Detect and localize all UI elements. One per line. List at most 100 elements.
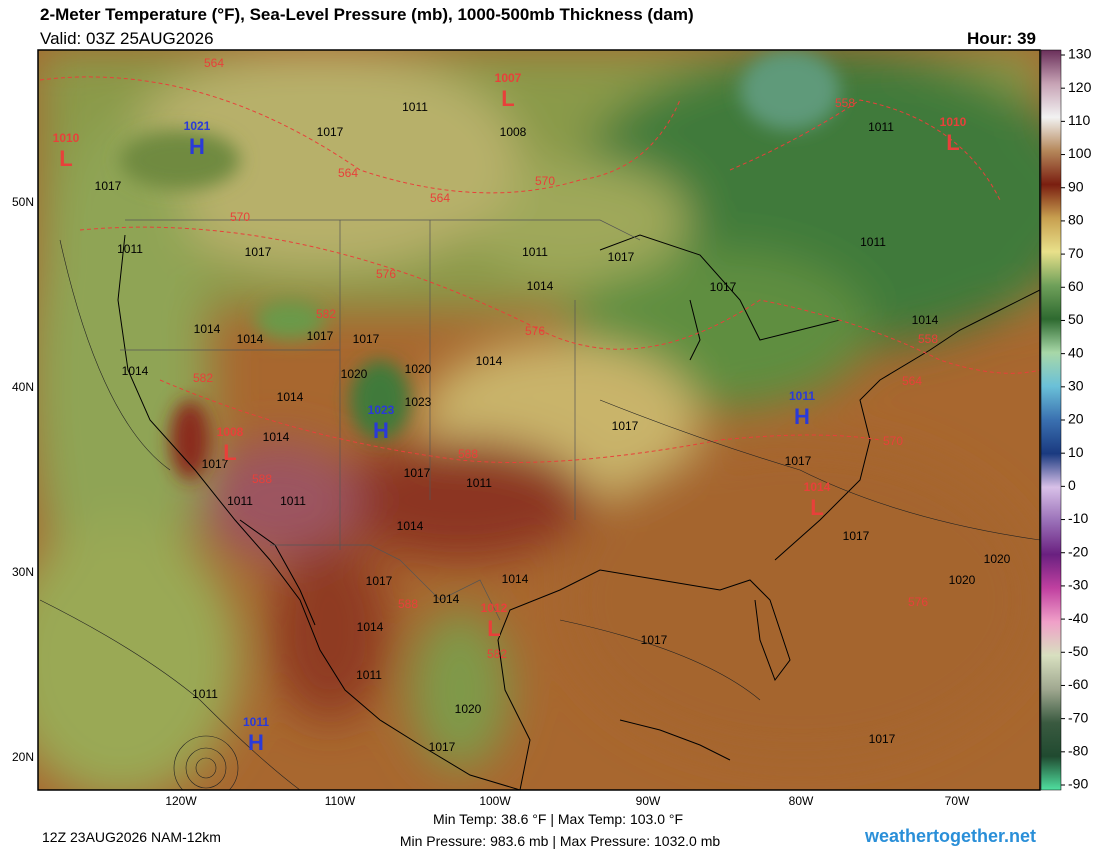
colorbar-tick-label: 30 bbox=[1068, 378, 1084, 394]
isobar-label: 1014 bbox=[502, 572, 529, 586]
colorbar-tick-label: -20 bbox=[1068, 543, 1088, 559]
thickness-label: 582 bbox=[316, 307, 336, 321]
colorbar-tick-label: 60 bbox=[1068, 278, 1084, 294]
isobar-label: 1014 bbox=[237, 332, 264, 346]
isobar-label: 1017 bbox=[843, 529, 870, 543]
thickness-label: 564 bbox=[430, 191, 450, 205]
isobar-label: 1011 bbox=[860, 235, 886, 249]
isobar-label: 1011 bbox=[356, 668, 382, 682]
thickness-label: 570 bbox=[535, 174, 555, 188]
pressure-center-value: 1023 bbox=[368, 403, 395, 417]
thickness-label: 564 bbox=[338, 166, 358, 180]
isobar-label: 1014 bbox=[912, 313, 939, 327]
isobar-label: 1017 bbox=[612, 419, 639, 433]
pressure-center-symbol: L bbox=[487, 616, 500, 641]
temperature-field bbox=[38, 50, 1040, 790]
pressure-center-symbol: H bbox=[189, 134, 205, 159]
pressure-center-value: 1008 bbox=[217, 425, 244, 439]
thickness-label: 564 bbox=[204, 56, 224, 70]
isobar-label: 1020 bbox=[455, 702, 482, 716]
thickness-label: 570 bbox=[230, 210, 250, 224]
longitude-label: 90W bbox=[636, 794, 661, 808]
isobar-label: 1017 bbox=[785, 454, 812, 468]
isobar-label: 1014 bbox=[263, 430, 290, 444]
isobar-label: 1014 bbox=[277, 390, 304, 404]
isobar-label: 1017 bbox=[307, 329, 334, 343]
colorbar-tick-label: -40 bbox=[1068, 610, 1088, 626]
thickness-contours bbox=[39, 76, 1040, 463]
isobar-label: 1023 bbox=[405, 395, 432, 409]
pressure-center-symbol: L bbox=[223, 440, 236, 465]
pressure-center-symbol: L bbox=[501, 86, 514, 111]
borders bbox=[120, 219, 641, 621]
pressure-stats: Min Pressure: 983.6 mb | Max Pressure: 1… bbox=[400, 833, 721, 849]
forecast-hour: Hour: 39 bbox=[967, 29, 1036, 48]
isobar-label: 1011 bbox=[466, 476, 492, 490]
isobar-label: 1011 bbox=[280, 494, 306, 508]
colorbar-tick-label: -90 bbox=[1068, 776, 1088, 792]
thickness-label: 582 bbox=[193, 371, 213, 385]
thickness-label: 588 bbox=[398, 597, 418, 611]
map-area: 564 564 564 570 570 576 582 576 582 558 558 564 570 5… bbox=[38, 50, 1040, 790]
isobar-label: 1008 bbox=[500, 125, 527, 139]
isobar-label: 1014 bbox=[357, 620, 384, 634]
colorbar-tick-label: 110 bbox=[1068, 112, 1091, 128]
colorbar-tick-label: 120 bbox=[1068, 79, 1092, 95]
isobar-label: 1014 bbox=[527, 279, 554, 293]
colorbar-tick-label: 0 bbox=[1068, 477, 1076, 493]
isobar-label: 1017 bbox=[869, 732, 896, 746]
isobar-label: 1011 bbox=[402, 100, 428, 114]
colorbar-tick-label: 40 bbox=[1068, 344, 1084, 360]
site-name[interactable]: weathertogether.net bbox=[864, 826, 1036, 846]
pressure-center-symbol: H bbox=[373, 418, 389, 443]
isobar-label: 1017 bbox=[641, 633, 668, 647]
thickness-label: 564 bbox=[902, 374, 922, 388]
isobar-label: 1011 bbox=[227, 494, 253, 508]
latitude-label: 20N bbox=[12, 750, 34, 764]
thickness-label: 558 bbox=[835, 96, 855, 110]
longitude-label: 70W bbox=[945, 794, 970, 808]
colorbar-tick-label: -50 bbox=[1068, 643, 1088, 659]
isobar-label: 1020 bbox=[984, 552, 1011, 566]
isobar-label: 1020 bbox=[405, 362, 432, 376]
isobar-label: 1017 bbox=[366, 574, 393, 588]
longitude-label: 100W bbox=[479, 794, 511, 808]
colorbar-tick-label: 80 bbox=[1068, 212, 1084, 228]
thickness-label: 576 bbox=[908, 595, 928, 609]
colorbar-tick-label: 90 bbox=[1068, 178, 1084, 194]
temperature-stats: Min Temp: 38.6 °F | Max Temp: 103.0 °F bbox=[433, 811, 683, 827]
map-title: 2-Meter Temperature (°F), Sea-Level Pres… bbox=[40, 5, 694, 24]
isobar-label: 1011 bbox=[192, 687, 218, 701]
colorbar bbox=[1040, 49, 1062, 791]
isobar-label: 1017 bbox=[353, 332, 380, 346]
map-labels: 564 564 564 570 570 576 582 576 582 558 558 564 570 5… bbox=[53, 56, 1011, 755]
pressure-center-value: 1011 bbox=[243, 715, 269, 729]
colorbar-tick-label: -60 bbox=[1068, 676, 1088, 692]
colorbar-tick-label: 50 bbox=[1068, 311, 1084, 327]
pressure-center-symbol: H bbox=[248, 730, 264, 755]
isobar-label: 1017 bbox=[202, 457, 229, 471]
model-run: 12Z 23AUG2026 NAM-12km bbox=[42, 829, 221, 845]
thickness-label: 582 bbox=[487, 647, 507, 661]
isobar-label: 1014 bbox=[433, 592, 460, 606]
colorbar-tick-label: 100 bbox=[1068, 145, 1092, 161]
colorbar-tick-label: 70 bbox=[1068, 245, 1084, 261]
thickness-label: 588 bbox=[252, 472, 272, 486]
pressure-center-symbol: L bbox=[59, 146, 72, 171]
pressure-center-value: 1007 bbox=[495, 71, 522, 85]
isobar-label: 1014 bbox=[122, 364, 149, 378]
pressure-center-value: 1012 bbox=[481, 601, 508, 615]
longitude-label: 80W bbox=[789, 794, 814, 808]
isobar-label: 1017 bbox=[710, 280, 737, 294]
isobar-label: 1017 bbox=[95, 179, 122, 193]
longitude-label: 120W bbox=[165, 794, 197, 808]
colorbar-tick-label: -70 bbox=[1068, 709, 1088, 725]
isobar-label: 1011 bbox=[868, 120, 894, 134]
pressure-center-value: 1010 bbox=[53, 131, 80, 145]
latitude-label: 50N bbox=[12, 195, 34, 209]
colorbar-tick-label: 130 bbox=[1068, 46, 1092, 62]
coastlines bbox=[117, 234, 1040, 790]
latitude-label: 40N bbox=[12, 380, 34, 394]
